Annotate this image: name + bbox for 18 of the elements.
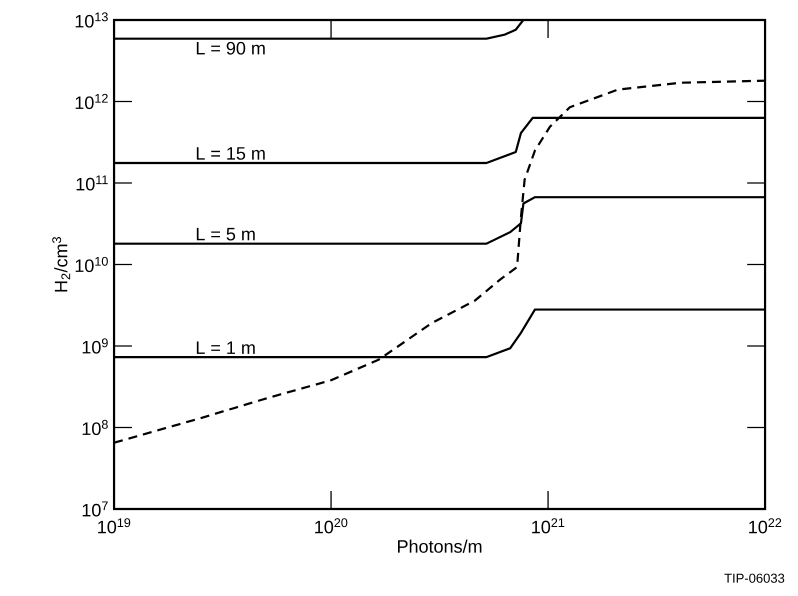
x-axis-title: Photons/m (398, 540, 482, 553)
y-tick-label: 10$^{11}$ (76, 175, 108, 191)
x-tick-label: 10$^{19}$ (98, 518, 130, 534)
series-label: L = 15 m (196, 147, 265, 160)
series-label: L = 90 m (196, 42, 265, 55)
y-tick-label: 10$^{12}$ (76, 94, 108, 110)
y-tick-label: 10$^{7}$ (82, 501, 108, 517)
x-tick-label: 10$^{21}$ (532, 518, 564, 534)
text: TIP-06033 (724, 574, 784, 583)
y-tick-label: 10$^{13}$ (76, 12, 108, 28)
y-axis-title: H$_{2}$/cm$^{3}$ (52, 237, 70, 292)
x-tick-label: 10$^{20}$ (315, 518, 348, 534)
series-label: L = 1 m (196, 342, 255, 354)
series-label: L = 5 m (196, 228, 255, 240)
y-tick-label: 10$^{9}$ (82, 338, 108, 354)
x-tick-label: 10$^{22}$ (749, 518, 782, 534)
y-tick-label: 10$^{10}$ (76, 256, 108, 272)
y-tick-label: 10$^{8}$ (82, 420, 108, 436)
